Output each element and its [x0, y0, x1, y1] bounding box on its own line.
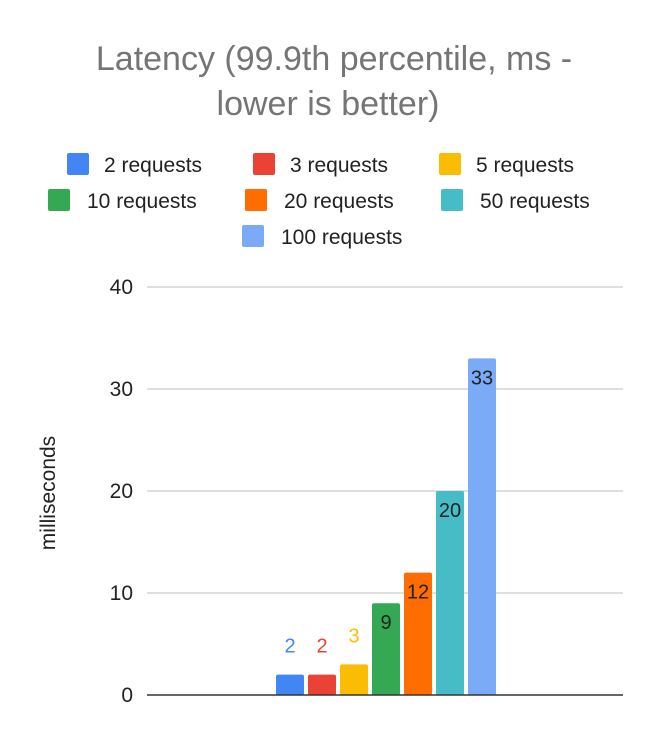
legend: 2 requests 3 requests 5 requests 10 request…	[48, 153, 590, 249]
legend-swatch	[245, 189, 267, 211]
bar	[276, 674, 304, 695]
legend-item: 5 requests	[439, 153, 574, 177]
legend-swatch	[48, 189, 70, 211]
gridlines	[147, 286, 623, 594]
chart-title-line-2: lower is better)	[217, 85, 440, 123]
bar	[308, 674, 336, 695]
bar-data-label: 33	[471, 367, 493, 389]
bar	[404, 572, 432, 695]
y-axis-label: milliseconds	[37, 436, 60, 550]
y-tick-label: 30	[110, 378, 133, 401]
bar	[436, 491, 464, 695]
legend-label: 100 requests	[281, 226, 402, 249]
bar-data-label: 9	[380, 612, 391, 634]
legend-swatch	[253, 153, 275, 175]
legend-label: 50 requests	[480, 190, 590, 213]
legend-item: 50 requests	[441, 189, 590, 213]
bar-data-label: 2	[284, 636, 295, 658]
bar	[372, 603, 400, 695]
y-axis-ticks: 0 10 20 30 40	[110, 276, 133, 707]
bar	[468, 358, 496, 695]
legend-label: 5 requests	[476, 154, 574, 177]
y-tick-label: 20	[110, 480, 133, 503]
legend-label: 10 requests	[87, 190, 197, 213]
legend-item: 20 requests	[245, 189, 394, 213]
legend-item: 100 requests	[242, 225, 402, 249]
chart-title-line-1: Latency (99.9th percentile, ms -	[96, 40, 572, 78]
y-tick-label: 10	[110, 582, 133, 605]
bar	[340, 664, 368, 695]
bar-data-label: 20	[439, 500, 461, 522]
legend-item: 2 requests	[67, 153, 202, 177]
bar-data-label: 12	[407, 582, 429, 604]
legend-swatch	[242, 225, 264, 247]
legend-label: 2 requests	[104, 154, 202, 177]
y-tick-label: 40	[110, 276, 133, 299]
legend-item: 10 requests	[48, 189, 197, 213]
legend-item: 3 requests	[253, 153, 388, 177]
y-tick-label: 0	[121, 684, 133, 707]
legend-label: 3 requests	[290, 154, 388, 177]
bar-data-label: 2	[316, 636, 327, 658]
legend-swatch	[441, 189, 463, 211]
bars	[276, 358, 496, 695]
legend-label: 20 requests	[284, 190, 394, 213]
bar-data-label: 3	[348, 625, 359, 647]
legend-swatch	[67, 153, 89, 175]
legend-swatch	[439, 153, 461, 175]
